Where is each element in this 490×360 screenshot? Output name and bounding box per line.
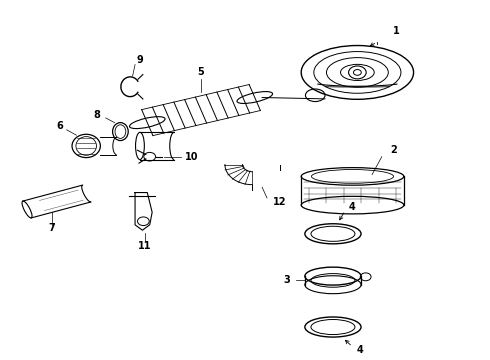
Text: 6: 6	[56, 121, 63, 131]
Text: 2: 2	[391, 144, 397, 154]
Text: 12: 12	[272, 197, 286, 207]
Text: 1: 1	[393, 26, 400, 36]
Text: 8: 8	[94, 111, 100, 121]
Text: 4: 4	[349, 202, 356, 212]
Text: 9: 9	[137, 55, 143, 65]
Text: 4: 4	[356, 345, 363, 355]
Text: 7: 7	[49, 224, 55, 233]
Text: 5: 5	[197, 67, 204, 77]
Text: 10: 10	[185, 152, 198, 162]
Text: 11: 11	[138, 241, 151, 251]
Text: 3: 3	[283, 275, 290, 285]
